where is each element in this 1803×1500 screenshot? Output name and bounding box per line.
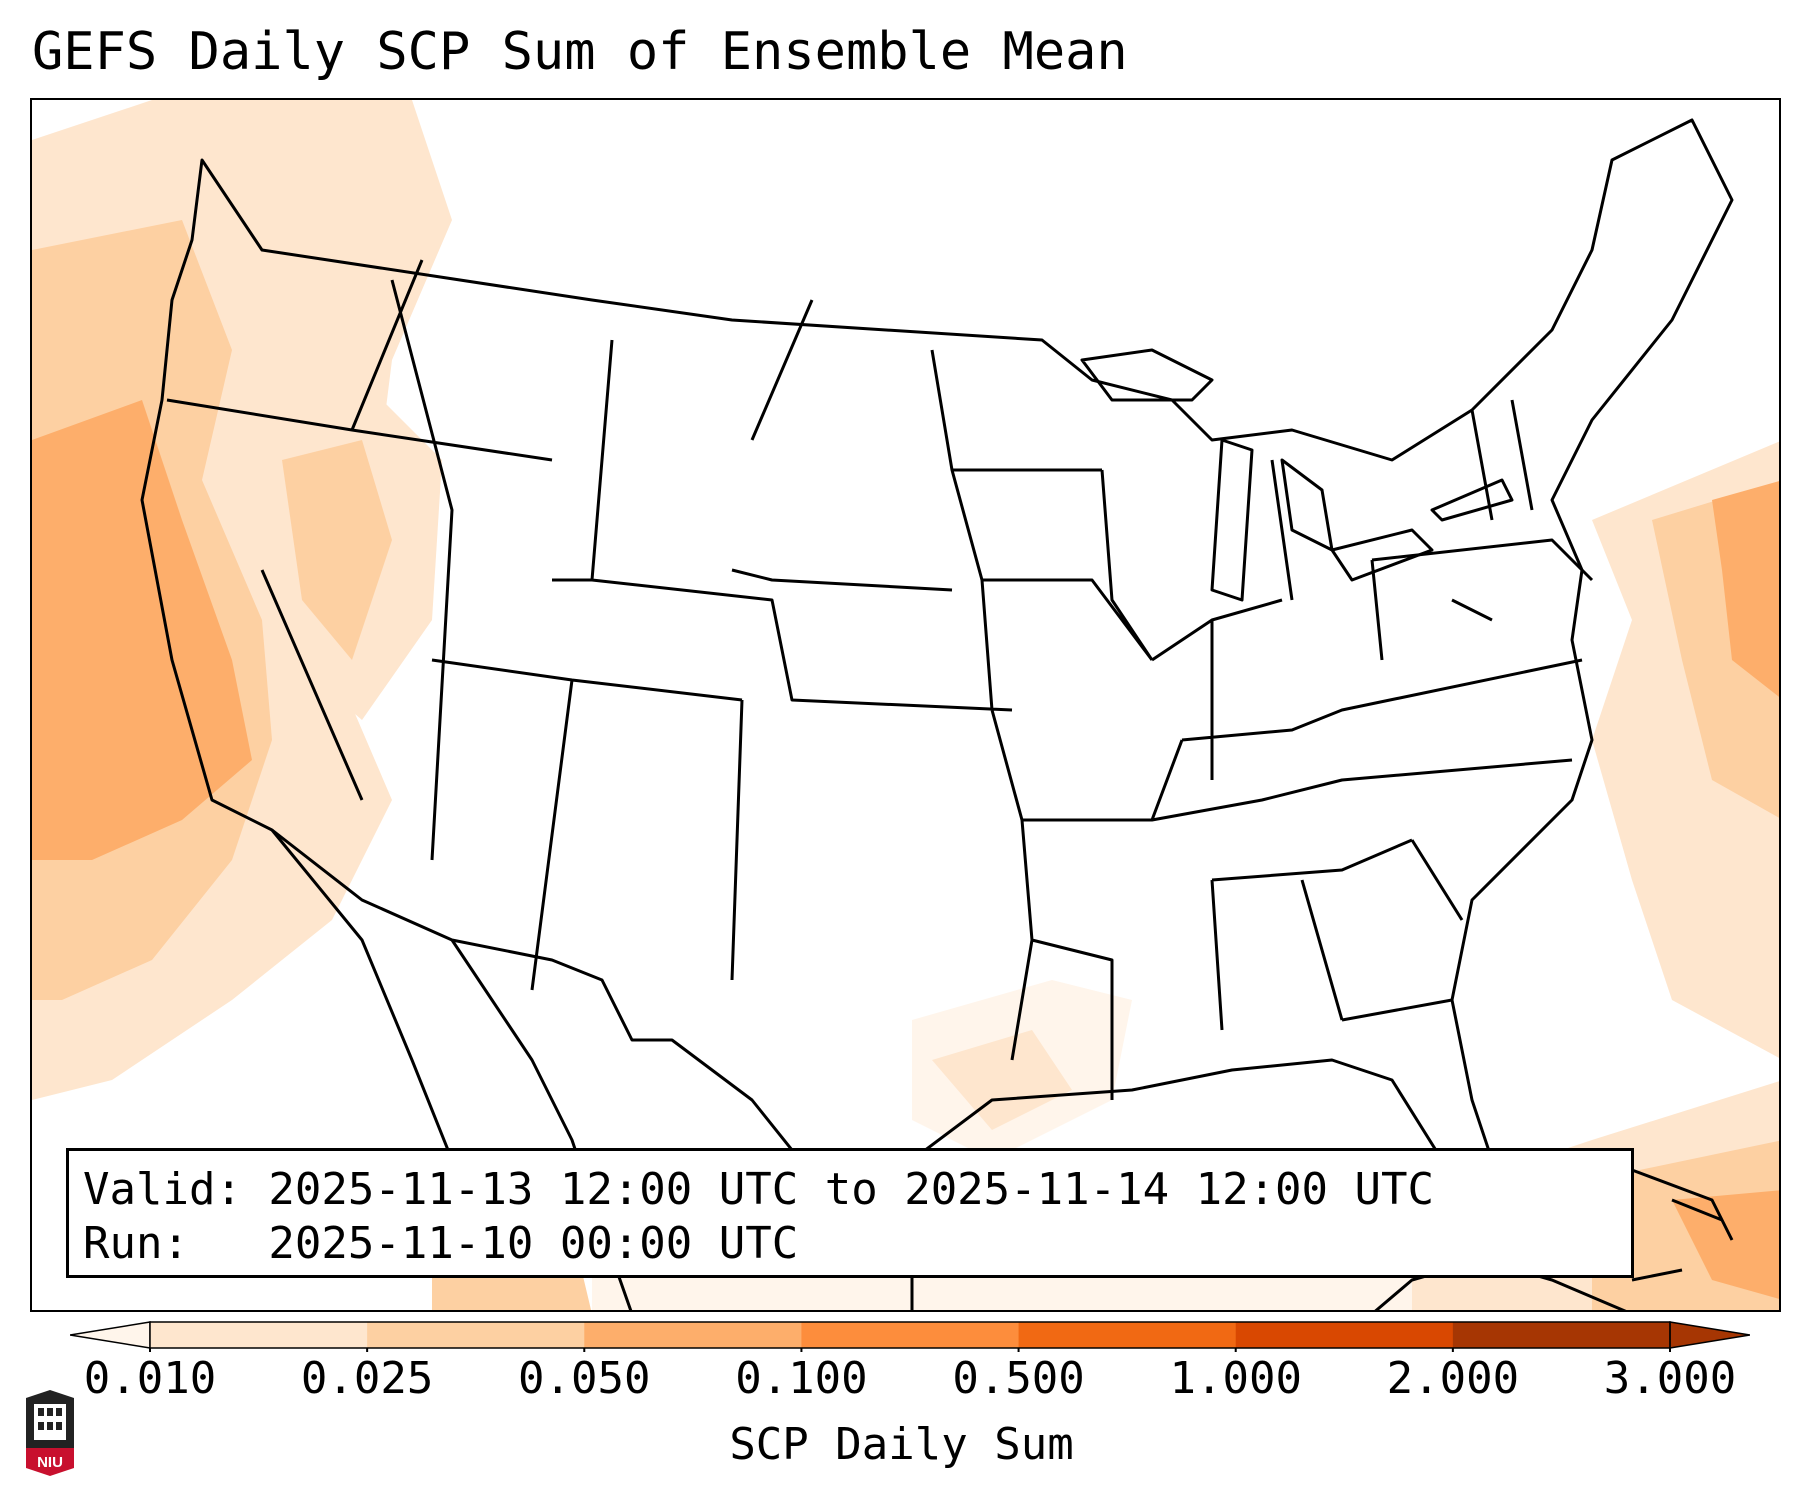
tick-label-1: 0.025 [300,1353,434,1404]
scp-shading-layer [32,100,1779,1310]
scp-shade-basin-inner [282,440,392,660]
colorbar-outline [149,1321,1671,1349]
tick-label-3: 0.100 [735,1353,868,1404]
tick-label-0: 0.010 [83,1353,217,1404]
colorbar [70,1321,1750,1352]
scp-shade-caribbean-strong [1672,1190,1779,1299]
mexico-outline [270,829,1627,1310]
colorbar-segment-3 [801,1322,1020,1348]
colorbar-extend-low [70,1321,151,1349]
valid-time-line: Valid: 2025-11-13 12:00 UTC to 2025-11-1… [83,1164,1435,1215]
scp-shade-atlantic-strong [1712,481,1779,697]
validity-info-box: Valid: 2025-11-13 12:00 UTC to 2025-11-1… [66,1148,1634,1278]
colorbar-segment-2 [584,1322,802,1348]
tick-label-7: 3.000 [1603,1353,1737,1404]
colorbar-segment-6 [1452,1322,1671,1348]
state-lines [166,259,1594,1100]
colorbar-extend-high [1669,1321,1750,1349]
scp-shade-mexico-south [592,1270,1412,1310]
colorbar-ticks [149,1348,1671,1352]
colorbar-segment-0 [150,1322,368,1348]
map-title: GEFS Daily SCP Sum of Ensemble Mean [32,22,1128,82]
colorbar-label: SCP Daily Sum [729,1419,1074,1470]
tick-label-5: 1.000 [1169,1353,1302,1404]
map-panel [30,98,1781,1312]
us-outline [140,118,1734,1242]
tick-label-2: 0.050 [518,1353,651,1404]
niu-logo: NIU [26,1390,74,1476]
scp-shade-gulf-inner [932,1030,1072,1130]
tick-label-4: 0.500 [952,1353,1085,1404]
run-time-line: Run: 2025-11-10 00:00 UTC [83,1218,799,1269]
colorbar-segment-1 [367,1322,585,1348]
colorbar-segments [70,1321,1750,1349]
map-canvas [32,100,1779,1310]
logo-text: NIU [37,1454,63,1471]
colorbar-segment-5 [1235,1322,1454,1348]
great-lakes [1080,348,1514,602]
colorbar-segment-4 [1018,1322,1237,1348]
boundary-layer [140,118,1734,1310]
tick-label-6: 2.000 [1386,1353,1520,1404]
